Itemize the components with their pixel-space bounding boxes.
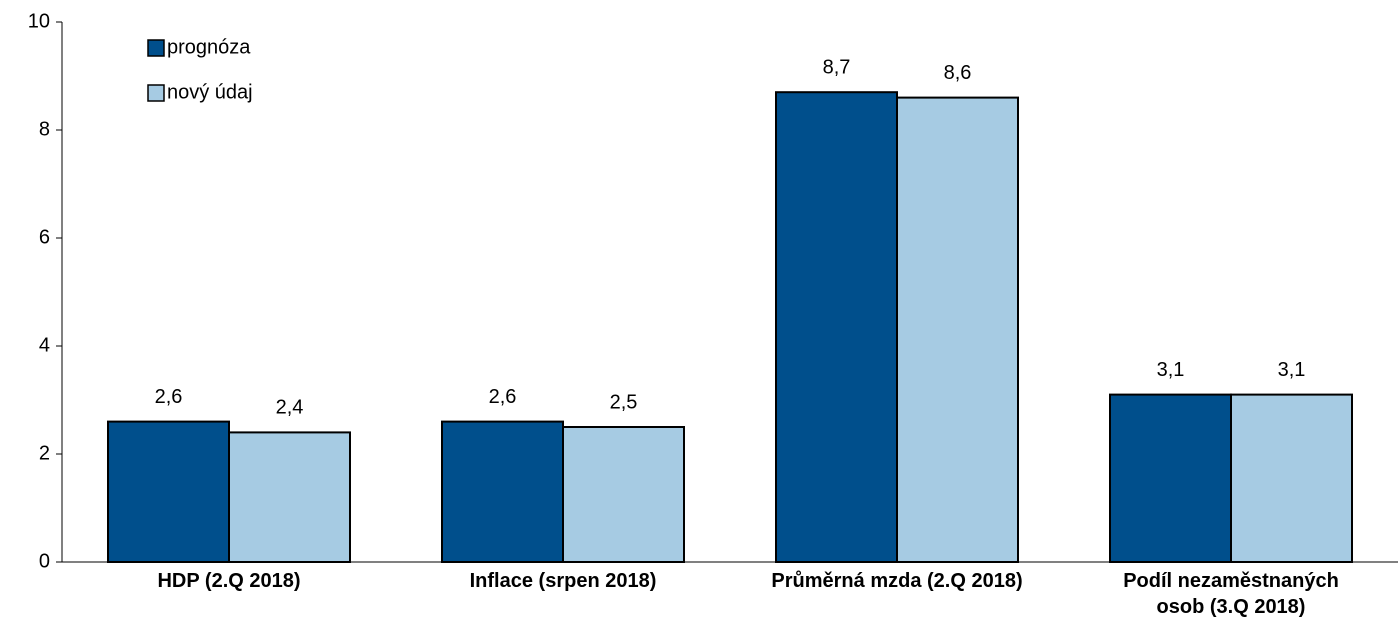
data-label: 3,1: [1278, 359, 1306, 381]
bar: [775, 91, 898, 563]
bar: [562, 426, 685, 563]
bar: [107, 420, 230, 563]
data-label: 2,6: [155, 386, 183, 408]
data-label: 2,6: [489, 386, 517, 408]
y-tick-label: 4: [39, 334, 50, 356]
bar: [896, 96, 1019, 563]
x-tick-label: Inflace (srpen 2018): [469, 570, 657, 592]
y-tick-label: 10: [28, 10, 50, 32]
y-tick-label: 2: [39, 442, 50, 464]
legend-label: prognóza: [167, 36, 251, 58]
y-tick-label: 0: [39, 550, 50, 572]
legend-label: nový údaj: [167, 81, 253, 103]
x-tick-label: Podíl nezaměstnaných osob (3.Q 2018): [1123, 570, 1339, 618]
bar: [1109, 393, 1232, 563]
y-tick-label: 6: [39, 226, 50, 248]
x-tick-label: HDP (2.Q 2018): [157, 570, 301, 592]
x-tick-label: Průměrná mzda (2.Q 2018): [771, 570, 1023, 592]
legend-swatch: [147, 84, 165, 102]
data-label: 2,5: [610, 391, 638, 413]
y-tick-label: 8: [39, 118, 50, 140]
data-label: 8,6: [944, 62, 972, 84]
bar: [228, 431, 351, 563]
bar: [441, 420, 564, 563]
legend-swatch: [147, 39, 165, 57]
data-label: 8,7: [823, 56, 851, 78]
bar: [1230, 393, 1353, 563]
data-label: 3,1: [1157, 359, 1185, 381]
data-label: 2,4: [276, 397, 304, 419]
